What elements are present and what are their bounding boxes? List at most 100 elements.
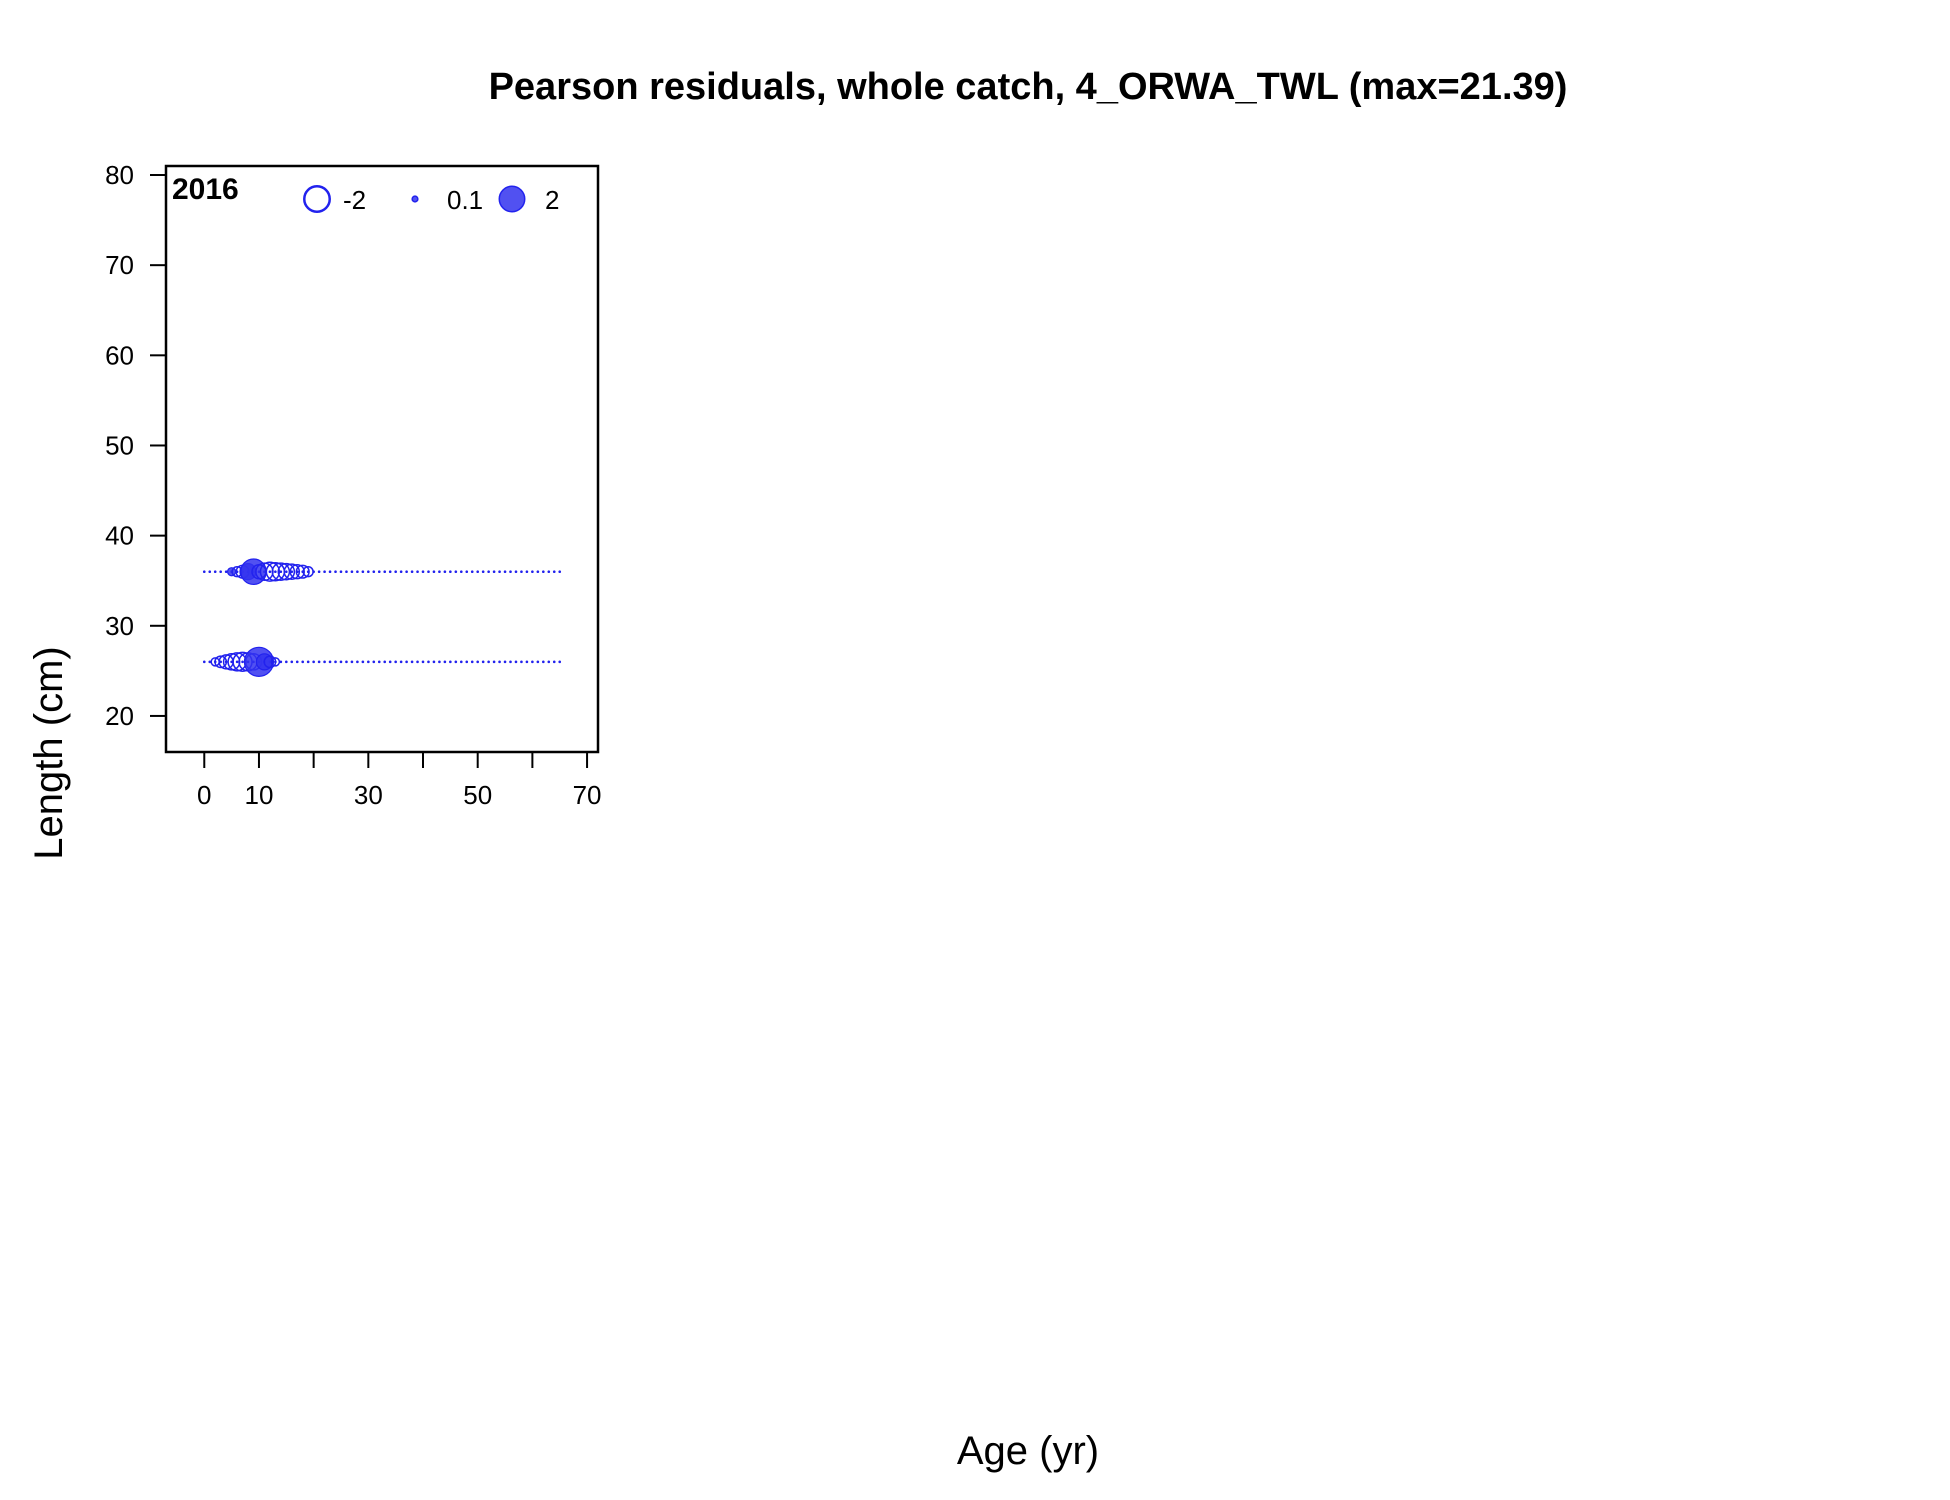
residual-point-small [536,660,540,664]
residual-point-small [438,570,441,573]
residual-point-small [301,660,305,664]
residual-point-small [202,570,206,573]
residual-point-small [525,660,529,664]
residual-point-small [498,570,501,573]
residual-point-small [394,660,397,664]
residual-point-small [520,570,523,573]
y-tick-label: 20 [105,701,134,731]
residual-point [277,562,296,581]
residual-point-small [438,660,441,664]
residual-point-small [498,660,501,664]
x-tick-label: 0 [197,780,211,810]
residual-point-small [531,660,534,664]
residual-point-small [208,660,212,664]
y-tick-label: 30 [105,611,134,641]
residual-point-small [219,660,222,664]
residual-point-small [558,570,562,573]
x-tick-label: 50 [463,780,492,810]
plot-frame [164,164,600,754]
residual-point-small [432,660,436,664]
residual-point-small [410,660,414,664]
residual-point [283,563,301,580]
x-tick-label: 30 [354,780,383,810]
y-axis: 20 30 40 50 60 70 80 [105,160,166,731]
residual-point-small [394,570,397,573]
residual-point-small [290,570,294,573]
residual-point-small [328,570,332,573]
residual-point-small [552,660,556,664]
residual-point-small [306,660,310,664]
residual-point-small [520,660,523,664]
residual-point-small [410,570,414,573]
residual-point-small [470,660,474,664]
residual-point-small [454,660,458,664]
residual-point-small [492,660,496,664]
residual-point-small [312,660,315,664]
residual-point [259,561,281,582]
legend-label: 0.1 [447,185,483,215]
x-tick-label: 70 [573,780,602,810]
residual-point-small [481,570,485,573]
residual-point-small [290,660,294,664]
residual-point-small [345,570,348,573]
legend-label: -2 [343,185,366,215]
residual-point-small [443,570,447,573]
residual-point-small [492,570,496,573]
residual-point [214,655,228,669]
residual-point-small [213,570,217,573]
residual-point-small [224,570,228,573]
residual-point-small [536,570,540,573]
residual-point [289,563,305,580]
residual-point-small [274,570,277,573]
residual-point-small [399,660,403,664]
residual-point-small [230,660,233,664]
residual-point-small [361,570,365,573]
residual-point-small [542,660,545,664]
residual-point-small [367,660,370,664]
residual-point-small [377,660,381,664]
residual-point-small [334,660,337,664]
residual-point-small [317,660,321,664]
residual-point-small [388,570,392,573]
residual-point-small [279,570,283,573]
residual-point-small [514,570,518,573]
residual-point [270,657,281,667]
residual-point-small [334,570,337,573]
residual-point-small [317,570,321,573]
residual-row [202,558,562,586]
residual-point-small [449,570,452,573]
legend-marker [411,195,419,203]
y-tick-label: 70 [105,250,134,280]
residual-point-small [268,570,272,573]
residual-point-small [323,660,326,664]
residual-point-small [339,660,343,664]
residual-point-small [323,570,326,573]
residual-point-small [405,660,408,664]
residual-point-small [449,660,452,664]
panel-label: 2016 [172,173,239,206]
y-tick-label: 50 [105,430,134,460]
y-tick-label: 60 [105,340,134,370]
residual-point-small [328,660,332,664]
residual-point-small [476,660,479,664]
residual-row [202,646,562,677]
plot-panel: 2016 [164,164,600,754]
residual-point-small [514,660,518,664]
residual-point-small [547,570,551,573]
residual-point-small [421,660,425,664]
residual-point-small [509,660,512,664]
residual-point-small [383,570,387,573]
residual-point-small [454,570,458,573]
residual-point [302,566,314,578]
residual-point-small [388,660,392,664]
residual-point-small [558,660,562,664]
residual-point-small [421,570,425,573]
residual-point-small [399,570,403,573]
residual-point-small [361,660,365,664]
residual-point-small [476,570,479,573]
residual-point-small [345,660,348,664]
legend: -2 0.1 2 [303,185,559,215]
residual-point [263,655,277,669]
y-axis-title: Length (cm) [27,646,71,859]
